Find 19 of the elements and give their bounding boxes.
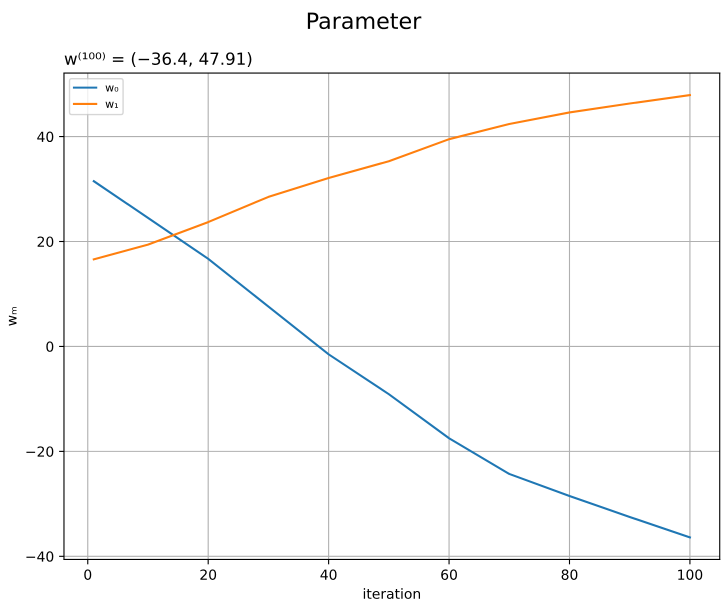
x-tick-label: 40 <box>320 569 337 580</box>
line-series <box>92 180 691 538</box>
y-tick-label: −40 <box>26 551 54 562</box>
x-tick-label: 80 <box>562 569 578 580</box>
chart-title: Parameter <box>308 12 422 30</box>
x-axis-title: iteration <box>364 588 420 599</box>
x-tick-label: 60 <box>441 569 457 580</box>
line-series <box>92 94 691 260</box>
y-axis-title: wₘ <box>8 307 17 326</box>
x-tick-label: 100 <box>678 569 702 580</box>
legend-label: w₀ <box>106 85 118 92</box>
legend-label: w₁ <box>106 102 118 108</box>
x-tick-label: 20 <box>200 569 216 580</box>
y-tick-label: −20 <box>26 446 54 457</box>
y-tick-label: 20 <box>38 236 54 247</box>
y-tick-label: 40 <box>37 132 54 142</box>
x-tick-label: 0 <box>84 569 92 580</box>
chart-subtitle: w⁽¹⁰⁰⁾ = (−36.4, 47.91) <box>64 52 252 67</box>
y-tick-label: 0 <box>46 341 54 352</box>
